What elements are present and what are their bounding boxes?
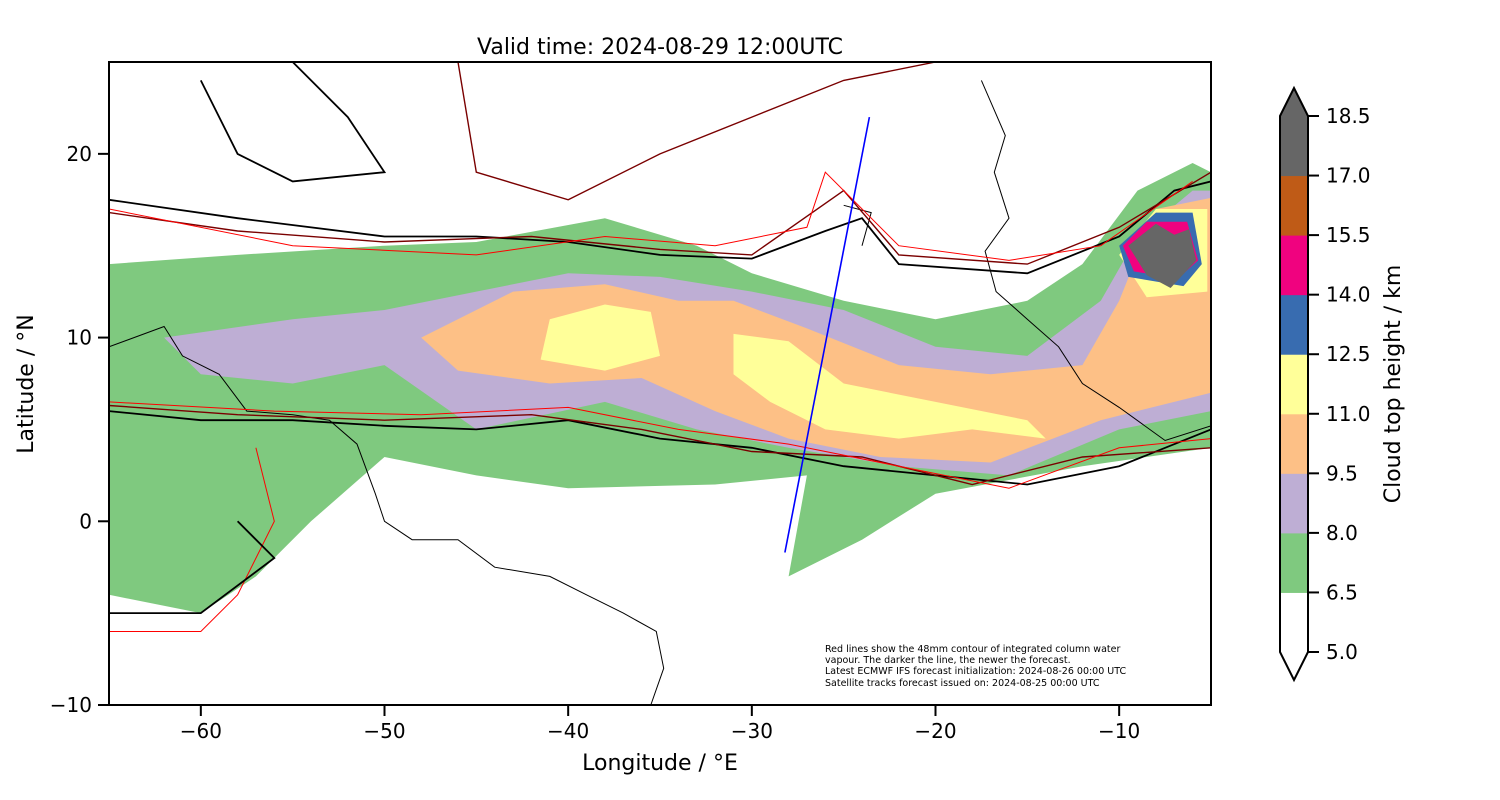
annotation-line: Latest ECMWF IFS forecast initialization… [825, 666, 1126, 677]
y-tick-label: 10 [67, 326, 92, 350]
y-tick-label: 20 [67, 142, 92, 166]
contour-line [109, 520, 276, 614]
cloud-region [1128, 223, 1197, 288]
colorbar-tick-label: 17.0 [1326, 164, 1371, 188]
plot-area [109, 62, 1211, 705]
colorbar-tick-label: 12.5 [1326, 342, 1371, 366]
colorbar-tick-label: 11.0 [1326, 402, 1371, 426]
contour-line [109, 404, 1211, 486]
coastline [843, 204, 872, 246]
x-tick-label: −30 [731, 719, 773, 743]
colorbar-tick-label: 6.5 [1326, 580, 1358, 604]
contour-line [109, 171, 1211, 265]
contour-line [109, 410, 1211, 486]
y-tick-label: −10 [50, 693, 92, 717]
annotation-line: Satellite tracks forecast issued on: 202… [825, 678, 1100, 689]
y-axis-ticks: −10 0 10 20 [50, 142, 109, 717]
contour-line [109, 447, 275, 632]
x-tick-label: −60 [180, 719, 222, 743]
colorbar: 5.0 6.5 8.0 9.5 11.0 12.5 14.0 15.5 17.0 18.5 [1279, 85, 1371, 683]
x-tick-label: −40 [547, 719, 589, 743]
coastline [980, 80, 1211, 442]
colorbar-tick-label: 15.5 [1326, 223, 1371, 247]
colorbar-segment [1280, 235, 1308, 296]
annotation-text: Red lines show the 48mm contour of integ… [825, 644, 1126, 689]
coastline [109, 325, 665, 705]
plot-frame [108, 61, 1212, 706]
contour-line [199, 62, 387, 183]
colorbar-segment [1280, 532, 1308, 593]
x-axis-label: Longitude / °E [582, 751, 738, 776]
x-tick-label: −10 [1098, 719, 1140, 743]
colorbar-segment [1280, 294, 1308, 355]
colorbar-segment [1280, 473, 1308, 534]
cloud-fill-layer [109, 163, 1211, 614]
colorbar-tick-label: 8.0 [1326, 521, 1358, 545]
contour-line [109, 180, 1211, 275]
chart-title: Valid time: 2024-08-29 12:00UTC [477, 35, 843, 60]
x-tick-label: −50 [363, 719, 405, 743]
x-axis-ticks: −60 −50 −40 −30 −20 −10 [180, 705, 1140, 743]
colorbar-extend-min [1280, 652, 1308, 680]
colorbar-tick-label: 18.5 [1326, 104, 1371, 128]
y-axis-label: Latitude / °N [14, 314, 39, 453]
annotation-line: vapour. The darker the line, the newer t… [825, 655, 1071, 666]
satellite-track [784, 116, 871, 553]
y-tick-label: 0 [79, 509, 92, 533]
colorbar-tick-label: 9.5 [1326, 461, 1358, 485]
colorbar-segment [1280, 354, 1308, 415]
annotation-line: Red lines show the 48mm contour of integ… [825, 644, 1120, 655]
colorbar-tick-label: 5.0 [1326, 640, 1358, 664]
colorbar-segment [1280, 175, 1308, 236]
x-tick-label: −20 [914, 719, 956, 743]
satellite-track-line [784, 116, 871, 553]
colorbar-label: Cloud top height / km [1381, 265, 1406, 504]
contour-line [109, 401, 1211, 489]
colorbar-segment [1280, 592, 1308, 653]
contour-line [457, 62, 936, 201]
water-vapour-contours [109, 62, 1211, 632]
colorbar-tick-label: 14.0 [1326, 283, 1371, 307]
coastlines [109, 80, 1211, 705]
colorbar-segment [1280, 413, 1308, 474]
colorbar-segment [1280, 116, 1308, 177]
contour-line [109, 171, 1193, 261]
cloud-region [421, 197, 1211, 463]
colorbar-extend-max [1280, 88, 1308, 116]
cloud-region [540, 304, 660, 371]
